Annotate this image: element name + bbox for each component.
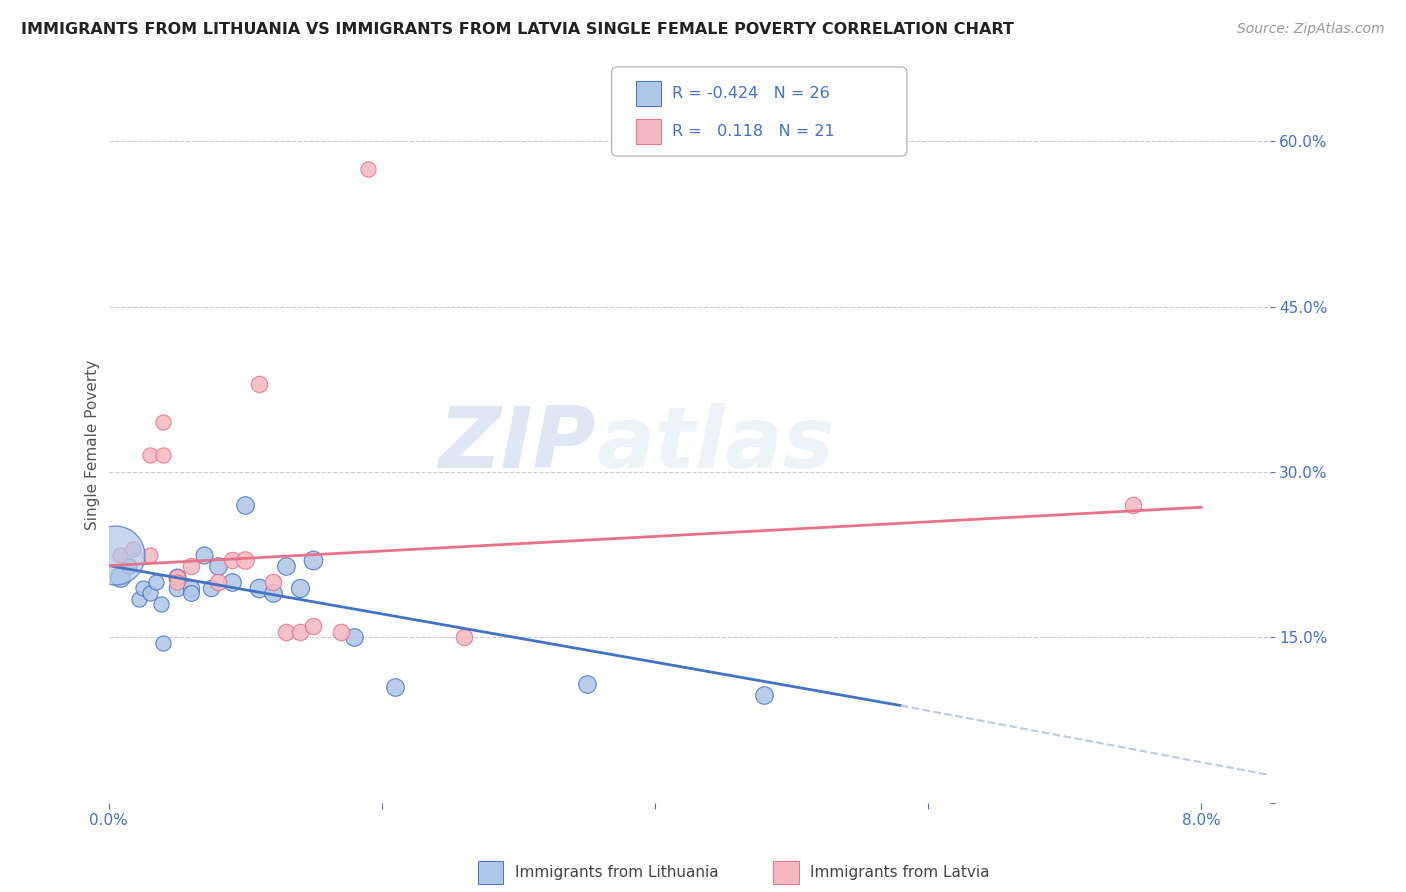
- Point: [145, 575, 167, 590]
- Point: [247, 376, 270, 391]
- Point: [118, 558, 141, 573]
- Point: [122, 542, 145, 557]
- Point: [221, 553, 243, 567]
- Point: [108, 548, 131, 562]
- Point: [329, 624, 352, 639]
- Point: [207, 558, 229, 573]
- Text: IMMIGRANTS FROM LITHUANIA VS IMMIGRANTS FROM LATVIA SINGLE FEMALE POVERTY CORREL: IMMIGRANTS FROM LITHUANIA VS IMMIGRANTS …: [21, 22, 1014, 37]
- Point: [247, 581, 270, 595]
- Point: [343, 630, 366, 644]
- Point: [166, 569, 188, 583]
- Text: atlas: atlas: [596, 403, 834, 486]
- Point: [288, 624, 311, 639]
- Text: ZIP: ZIP: [439, 403, 596, 486]
- Y-axis label: Single Female Poverty: Single Female Poverty: [86, 359, 100, 530]
- Point: [384, 680, 406, 694]
- Point: [166, 581, 188, 595]
- Point: [180, 581, 202, 595]
- Point: [152, 416, 174, 430]
- Point: [138, 449, 160, 463]
- Point: [233, 553, 256, 567]
- Point: [138, 548, 160, 562]
- Point: [575, 676, 598, 690]
- Point: [302, 619, 325, 633]
- Text: Immigrants from Latvia: Immigrants from Latvia: [810, 865, 990, 880]
- Point: [1122, 498, 1144, 512]
- Point: [180, 558, 202, 573]
- Text: Source: ZipAtlas.com: Source: ZipAtlas.com: [1237, 22, 1385, 37]
- Text: Immigrants from Lithuania: Immigrants from Lithuania: [515, 865, 718, 880]
- Point: [152, 636, 174, 650]
- Point: [754, 688, 776, 702]
- Point: [262, 586, 284, 600]
- Point: [149, 597, 172, 611]
- Point: [128, 591, 150, 606]
- Point: [104, 548, 127, 562]
- Text: R = -0.424   N = 26: R = -0.424 N = 26: [672, 87, 830, 102]
- Point: [207, 575, 229, 590]
- Point: [166, 575, 188, 590]
- Point: [193, 548, 215, 562]
- Point: [166, 569, 188, 583]
- Point: [200, 581, 222, 595]
- Text: R =   0.118   N = 21: R = 0.118 N = 21: [672, 124, 835, 139]
- Point: [453, 630, 475, 644]
- Point: [180, 586, 202, 600]
- Point: [262, 575, 284, 590]
- Point: [276, 624, 298, 639]
- Point: [288, 581, 311, 595]
- Point: [233, 498, 256, 512]
- Point: [132, 581, 155, 595]
- Point: [302, 553, 325, 567]
- Point: [108, 569, 131, 583]
- Point: [138, 586, 160, 600]
- Point: [221, 575, 243, 590]
- Point: [357, 161, 380, 176]
- Point: [152, 449, 174, 463]
- Point: [276, 558, 298, 573]
